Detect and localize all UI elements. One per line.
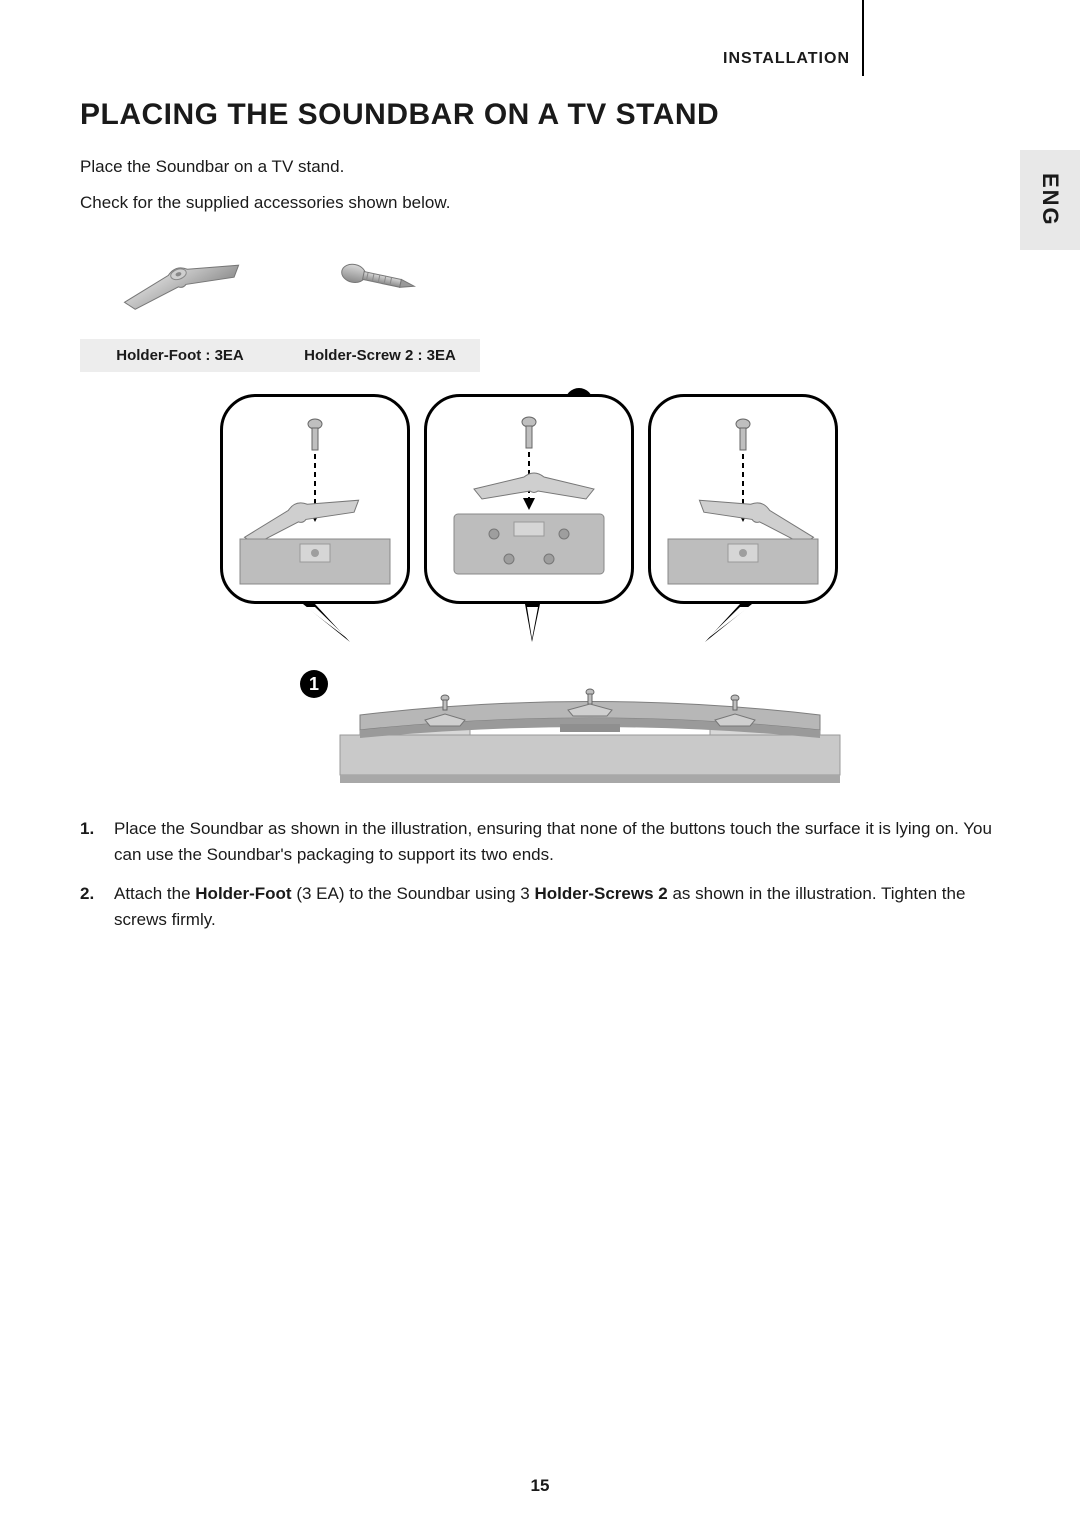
intro-line-2: Check for the supplied accessories shown…: [80, 190, 1020, 216]
page-number: 15: [0, 1476, 1080, 1496]
callout-row: [220, 394, 860, 604]
instruction-list: 1. Place the Soundbar as shown in the il…: [80, 816, 1020, 933]
page-title: PLACING THE SOUNDBAR ON A TV STAND: [80, 98, 1020, 132]
language-tab-text: ENG: [1037, 173, 1063, 227]
accessory-label-row: Holder-Foot : 3EA Holder-Screw 2 : 3EA: [80, 339, 480, 372]
step-badge-1: 1: [300, 670, 328, 698]
step-2-text-b: (3 EA) to the Soundbar using 3: [292, 884, 535, 903]
step-1-text: Place the Soundbar as shown in the illus…: [114, 819, 992, 864]
holder-screw-icon: [280, 229, 480, 329]
callout-left: [220, 394, 410, 604]
assembly-diagram: 2: [220, 394, 860, 790]
step-2-bold-1: Holder-Foot: [195, 884, 291, 903]
accessory-label-foot: Holder-Foot : 3EA: [80, 347, 280, 364]
soundbar-base-row: 1: [220, 670, 860, 790]
accessory-holder-foot: [80, 229, 280, 329]
intro-block: Place the Soundbar on a TV stand. Check …: [80, 154, 1020, 215]
instruction-step-1: 1. Place the Soundbar as shown in the il…: [102, 816, 1020, 869]
callout-right: [648, 394, 838, 604]
header-rule: [862, 0, 864, 76]
accessory-label-screw: Holder-Screw 2 : 3EA: [280, 347, 480, 364]
holder-foot-icon: [80, 229, 280, 329]
language-tab: ENG: [1020, 150, 1080, 250]
callout-pointers: [220, 604, 860, 644]
step-2-text-a: Attach the: [114, 884, 195, 903]
soundbar-on-stand-icon: [330, 680, 850, 795]
intro-line-1: Place the Soundbar on a TV stand.: [80, 154, 1020, 180]
accessory-holder-screw: [280, 229, 480, 329]
step-number: 1.: [80, 816, 94, 842]
step-number: 2.: [80, 881, 94, 907]
section-label: INSTALLATION: [723, 50, 850, 68]
callout-middle: [424, 394, 634, 604]
accessories-row: [80, 229, 1020, 329]
step-2-bold-2: Holder-Screws 2: [534, 884, 667, 903]
instruction-step-2: 2. Attach the Holder-Foot (3 EA) to the …: [102, 881, 1020, 934]
